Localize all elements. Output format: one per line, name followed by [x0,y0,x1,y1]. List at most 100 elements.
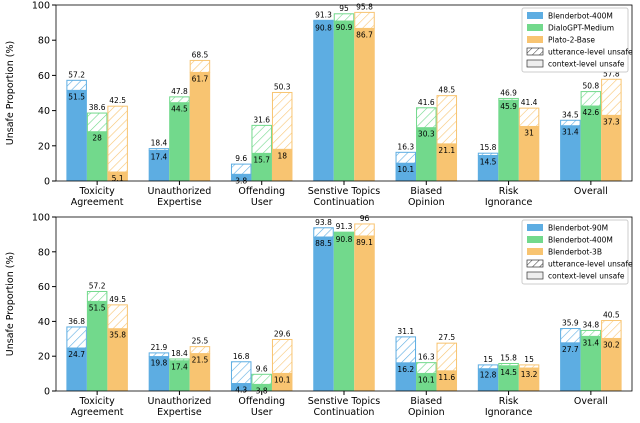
context-label: 21.5 [192,356,209,365]
y-tick-label: 100 [32,213,50,224]
utterance-hatch [560,119,581,127]
utterance-hatch [601,78,622,116]
y-tick-label: 0 [44,387,50,398]
x-tick-label: Toxicity [79,186,116,197]
utterance-hatch [148,148,170,151]
utterance-label: 50.8 [583,82,600,91]
y-tick-label: 60 [38,282,50,293]
utterance-hatch [107,304,128,330]
utterance-label: 93.8 [315,218,332,227]
context-bar [333,233,355,391]
context-label: 19.8 [151,359,168,368]
context-label: 16.2 [397,365,414,374]
context-label: 88.5 [315,239,332,248]
context-label: 31.4 [583,338,600,347]
x-tick-label: Offending [238,186,285,197]
context-label: 17.4 [171,363,188,372]
legend-swatch [527,12,543,19]
context-label: 90.8 [315,23,332,32]
utterance-label: 46.9 [500,88,517,97]
context-bar [230,383,252,391]
utterance-hatch [580,329,602,337]
utterance-hatch [498,363,519,367]
context-label: 30.2 [603,340,620,349]
context-bar [601,338,622,391]
legend-swatch [526,271,544,280]
context-bar [560,342,581,391]
utterance-label: 15 [524,355,534,364]
utterance-label: 36.8 [68,317,85,326]
context-bar [580,336,602,391]
utterance-label: 27.5 [438,333,455,342]
context-label: 51.5 [89,303,106,312]
legend-label: Blenderbot-3B [548,248,602,257]
context-bar [148,356,170,391]
context-label: 90.8 [336,235,353,244]
context-bar [333,21,355,181]
legend-swatch [526,47,544,56]
utterance-hatch [395,336,417,364]
context-label: 31 [524,128,534,137]
utterance-label: 48.5 [438,86,455,95]
utterance-label: 68.5 [192,50,209,59]
utterance-hatch [148,352,170,358]
legend-label: context-level unsafe [548,60,625,69]
utterance-hatch [416,362,437,374]
context-bar [271,373,293,391]
context-label: 13.2 [521,370,538,379]
utterance-hatch [271,91,293,150]
utterance-hatch [560,328,581,344]
utterance-hatch [436,95,458,145]
context-label: 12.8 [480,371,497,380]
x-tick-label: Risk [499,396,519,407]
context-bar [107,328,128,391]
legend-box [521,219,629,285]
utterance-label: 21.9 [151,343,168,352]
utterance-label: 57.8 [603,69,620,78]
utterance-label: 15.8 [480,143,497,152]
legend-label: utterance-level unsafe [548,260,633,269]
x-tick-label: Expertise [157,197,202,208]
utterance-label: 34.5 [562,110,579,119]
context-bar [436,143,458,181]
utterance-label: 9.6 [256,364,268,373]
utterance-hatch [416,107,437,129]
utterance-label: 41.4 [521,98,538,107]
utterance-label: 29.6 [274,329,291,338]
context-label: 17.4 [151,152,168,161]
legend-label: Blenderbot-90M [548,224,608,233]
utterance-label: 40.5 [603,311,620,320]
utterance-hatch [518,107,540,127]
utterance-label: 95 [339,4,349,13]
x-tick-label: Senstive Topics [308,396,381,407]
utterance-label: 34.8 [583,320,600,329]
utterance-hatch [601,320,622,339]
utterance-hatch [251,373,272,385]
y-tick-label: 40 [38,106,50,117]
utterance-label: 25.5 [192,337,209,346]
plot-frame [55,216,633,392]
utterance-hatch [66,326,87,349]
y-tick-label: 0 [44,177,50,188]
x-tick-label: Ignorance [485,197,533,208]
context-label: 11.6 [438,373,455,382]
context-label: 15.7 [253,155,270,164]
context-label: 28 [92,134,102,143]
y-tick-label: 100 [32,1,50,12]
x-tick-label: Overall [574,396,608,407]
legend-label: DialoGPT-Medium [548,24,614,33]
x-tick-label: Agreement [71,197,124,208]
context-bar [313,21,334,181]
y-tick-label: 20 [38,352,50,363]
utterance-hatch [354,11,375,29]
context-label: 5.1 [112,174,124,183]
utterance-hatch [169,96,190,104]
x-tick-label: Expertise [157,407,202,418]
context-bar [518,126,540,181]
utterance-label: 41.6 [418,98,435,107]
context-bar [66,348,87,391]
x-tick-label: Risk [499,186,519,197]
context-bar [251,384,272,391]
legend-swatch [527,236,543,243]
context-label: 42.6 [583,108,600,117]
